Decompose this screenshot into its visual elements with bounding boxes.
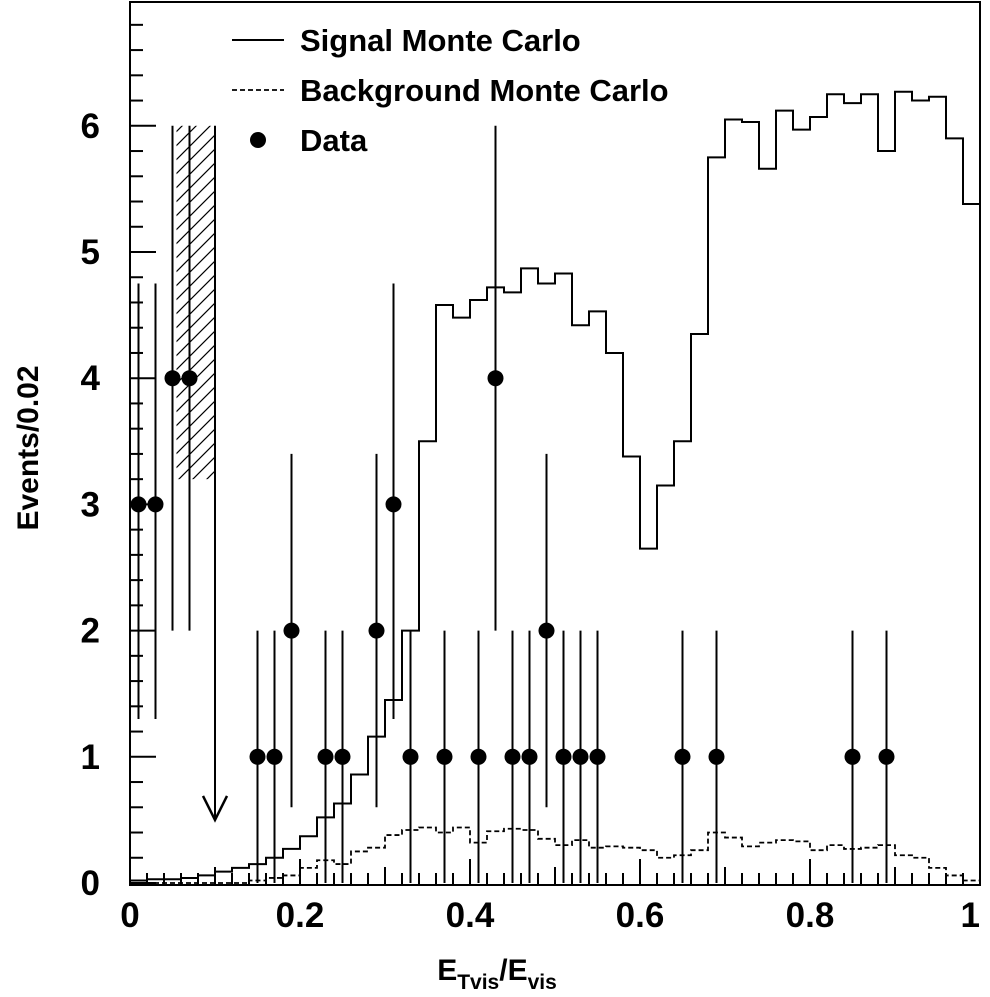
y-tick-label: 4 — [81, 359, 101, 398]
data-point — [436, 630, 453, 883]
y-tick-label: 5 — [81, 233, 100, 272]
data-point — [504, 630, 521, 883]
data-point — [164, 125, 181, 631]
y-tick-label: 0 — [81, 864, 100, 903]
x-tick-label: 0 — [120, 896, 139, 935]
data-marker — [878, 748, 895, 765]
data-marker — [334, 748, 351, 765]
data-point — [249, 630, 266, 883]
data-marker — [181, 370, 198, 387]
axis-ticks: 0 0.2 0.4 0.6 0.8 1 0 1 2 3 4 5 6 — [81, 23, 981, 935]
data-point — [708, 630, 725, 883]
x-tick-label: 0.8 — [786, 896, 835, 935]
data-marker — [266, 748, 283, 765]
data-marker — [538, 622, 555, 639]
data-point — [181, 125, 198, 631]
data-marker — [708, 748, 725, 765]
data-point — [147, 283, 164, 719]
data-point — [470, 630, 487, 883]
cut-arrow-head — [201, 795, 229, 823]
data-marker — [368, 622, 385, 639]
data-marker — [572, 748, 589, 765]
y-tick-label: 6 — [81, 107, 100, 146]
data-point — [385, 283, 402, 719]
data-marker — [470, 748, 487, 765]
data-point — [521, 630, 538, 883]
data-point — [283, 453, 300, 808]
data-marker — [589, 748, 606, 765]
x-tick-label: 0.2 — [276, 896, 325, 935]
data-point — [555, 630, 572, 883]
cut-region — [176, 125, 229, 823]
data-point — [130, 283, 147, 719]
legend-background-label: Background Monte Carlo — [300, 73, 669, 108]
y-tick-label: 2 — [81, 612, 100, 651]
data-point — [266, 630, 283, 883]
data-marker — [504, 748, 521, 765]
y-tick-label: 3 — [81, 485, 100, 524]
x-tick-label: 0.4 — [446, 896, 495, 935]
cut-hatched-band — [176, 125, 215, 480]
data-point — [487, 125, 504, 631]
y-tick-label: 1 — [81, 738, 100, 777]
data-marker — [317, 748, 334, 765]
legend-data-marker — [250, 132, 266, 148]
signal-mc-histogram — [130, 90, 980, 882]
data-point — [589, 630, 606, 883]
data-point — [317, 630, 334, 883]
background-mc-histogram — [130, 826, 980, 884]
background-mc-layer — [130, 826, 980, 884]
data-point — [878, 630, 895, 883]
signal-mc-layer — [130, 90, 980, 882]
data-marker — [555, 748, 572, 765]
data-marker — [402, 748, 419, 765]
data-point — [334, 630, 351, 883]
data-marker — [164, 370, 181, 387]
data-marker — [436, 748, 453, 765]
legend-signal-label: Signal Monte Carlo — [300, 23, 581, 58]
data-layer — [130, 125, 895, 883]
data-marker — [249, 748, 266, 765]
data-marker — [385, 496, 402, 513]
y-axis-title: Events/0.02 — [12, 365, 45, 530]
data-point — [844, 630, 861, 883]
x-tick-label: 0.6 — [616, 896, 665, 935]
data-point — [402, 630, 419, 883]
data-point — [572, 630, 589, 883]
data-point — [538, 453, 555, 808]
x-tick-label: 1 — [961, 896, 980, 935]
legend: Signal Monte Carlo Background Monte Carl… — [232, 23, 669, 158]
data-marker — [487, 370, 504, 387]
data-marker — [674, 748, 691, 765]
data-marker — [283, 622, 300, 639]
legend-data-label: Data — [300, 123, 368, 158]
data-point — [368, 453, 385, 808]
data-point — [674, 630, 691, 883]
data-marker — [521, 748, 538, 765]
x-axis-title: ETvis/Evis — [437, 954, 557, 994]
data-marker — [844, 748, 861, 765]
